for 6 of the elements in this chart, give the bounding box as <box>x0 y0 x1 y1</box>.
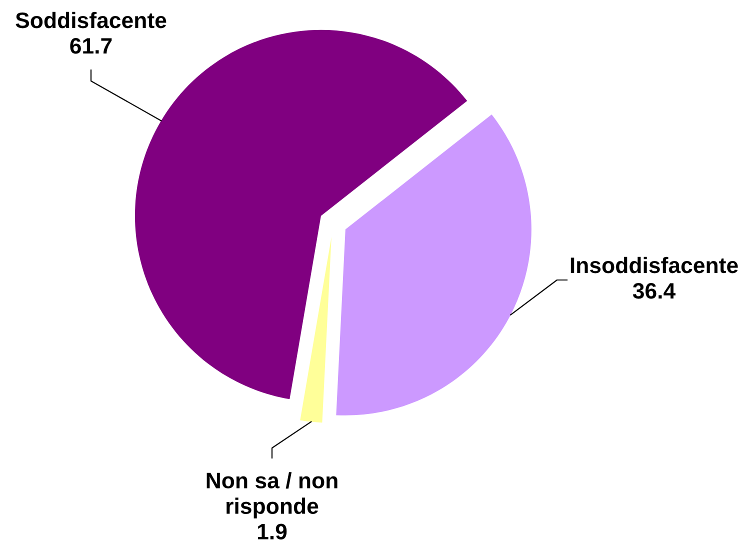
slice-label: Non sa / non risponde <box>206 472 338 518</box>
data-label: 61.7 <box>70 38 112 54</box>
data-label: 1.9 <box>258 524 287 540</box>
slice-label: Insoddisfacente <box>570 256 738 274</box>
data-label: 36.4 <box>632 283 676 299</box>
slice-label: Soddisfacente <box>16 12 166 28</box>
